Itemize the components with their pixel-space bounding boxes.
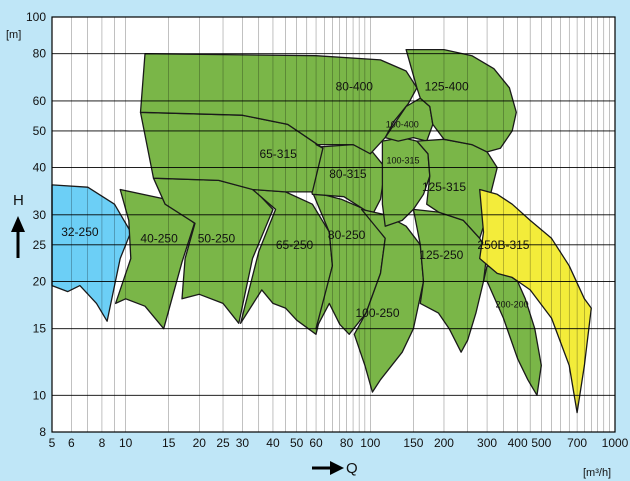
zone-label-50-250: 50-250: [198, 231, 236, 245]
zone-65-250: [239, 188, 334, 335]
y-tick-label: 80: [33, 47, 47, 61]
x-tick-label: 150: [403, 436, 423, 450]
zone-labels: 32-250 40-250 50-250 65-250 80-250 80-315 65-3…: [61, 80, 530, 321]
zone-label-250B-315: 250B-315: [477, 238, 529, 252]
x-tick-label: 8: [99, 436, 106, 450]
zone-32-250: [51, 184, 132, 322]
plot-frame: [51, 16, 616, 433]
zone-80-400: [139, 53, 418, 155]
x-tick-labels: 5 6 8 10 15 20 25 30 40 50 60 80 100 150 200 300 400 500 7…: [49, 436, 629, 450]
y-tick-label: 10: [33, 388, 47, 402]
x-tick-label: 500: [531, 436, 551, 450]
x-tick-label: 200: [434, 436, 454, 450]
x-tick-label: 40: [266, 436, 280, 450]
x-tick-label: 6: [68, 436, 75, 450]
y-tick-label: 100: [26, 10, 46, 24]
x-tick-label: 80: [340, 436, 354, 450]
x-tick-label: 10: [119, 436, 133, 450]
y-tick-label: 40: [33, 161, 47, 175]
y-tick-labels: 8 10 15 20 25 30 40 50 60 80 100: [26, 10, 46, 439]
zone-250B-315: [479, 188, 592, 414]
x-tick-label: 30: [236, 436, 250, 450]
x-tick-label: 700: [567, 436, 587, 450]
y-tick-label: 20: [33, 274, 47, 288]
zone-label-125-250: 125-250: [419, 248, 463, 262]
zone-label-80-400: 80-400: [336, 80, 374, 94]
x-unit-label: [m³/h]: [583, 467, 611, 479]
x-tick-label: 50: [290, 436, 304, 450]
zone-label-80-315: 80-315: [329, 167, 367, 181]
y-axis-label: H: [13, 192, 24, 209]
zone-label-40-250: 40-250: [140, 231, 178, 245]
zone-label-80-250: 80-250: [328, 228, 366, 242]
x-tick-label: 100: [360, 436, 380, 450]
zone-100-250: [353, 208, 425, 393]
zone-label-100-250: 100-250: [355, 306, 399, 320]
y-unit-label: [m]: [6, 29, 21, 41]
x-axis-arrow-icon: [312, 461, 344, 475]
zone-label-125-315: 125-315: [422, 180, 466, 194]
y-tick-label: 50: [33, 124, 47, 138]
pump-zones: [51, 48, 592, 414]
y-tick-label: 15: [33, 322, 47, 336]
zone-label-125-400: 125-400: [425, 80, 469, 94]
zone-label-200-200: 200-200: [496, 299, 529, 309]
y-axis-arrow-icon: [11, 216, 25, 258]
zone-label-32-250: 32-250: [61, 225, 99, 239]
x-tick-label: 5: [49, 436, 56, 450]
x-tick-label: 60: [309, 436, 323, 450]
plot-area: 32-250 40-250 50-250 65-250 80-250 80-315 65-3…: [51, 16, 616, 433]
x-tick-label: 25: [216, 436, 230, 450]
zone-label-65-315: 65-315: [259, 147, 297, 161]
y-tick-label: 8: [39, 425, 46, 439]
zone-label-100-400: 100-400: [386, 120, 419, 130]
x-axis-label: Q: [346, 460, 358, 477]
zone-label-100-315: 100-315: [386, 156, 419, 166]
x-tick-label: 15: [162, 436, 176, 450]
x-tick-label: 300: [477, 436, 497, 450]
y-tick-label: 30: [33, 208, 47, 222]
y-tick-label: 60: [33, 94, 47, 108]
x-tick-label: 400: [508, 436, 528, 450]
zone-label-65-250: 65-250: [276, 238, 314, 252]
x-tick-label: 1000: [602, 436, 629, 450]
y-tick-label: 25: [33, 238, 47, 252]
zone-100-315: [381, 136, 431, 227]
x-tick-label: 20: [193, 436, 207, 450]
